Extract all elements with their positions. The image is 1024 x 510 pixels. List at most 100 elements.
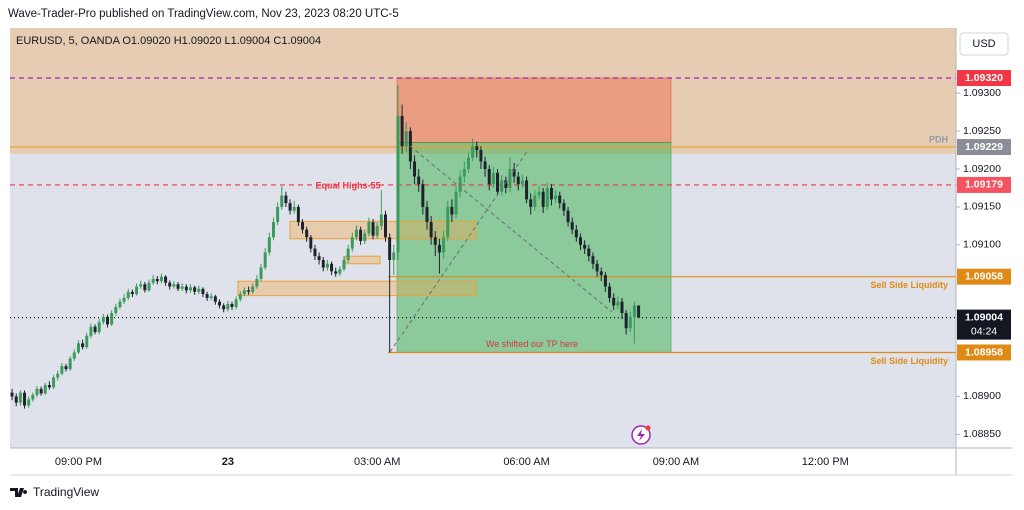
candle-body: [466, 157, 470, 170]
candle-body: [234, 299, 238, 307]
candle-body: [525, 180, 529, 200]
candle-body: [284, 195, 288, 204]
candle-body: [60, 366, 64, 374]
candle-body: [242, 290, 246, 295]
candle-body: [450, 206, 454, 215]
candle-body: [35, 388, 39, 395]
candle-body: [579, 237, 582, 245]
candle-body: [624, 313, 628, 329]
candle-body: [27, 399, 31, 406]
candle-body: [417, 176, 421, 185]
price-badge: [957, 70, 1011, 87]
candle-body: [562, 203, 566, 211]
candle-body: [496, 172, 500, 192]
x-tick-label: 06:00 AM: [503, 456, 549, 468]
candle-body: [487, 169, 491, 185]
price-badge: [957, 268, 1011, 285]
candle-body: [14, 396, 18, 403]
candle-body: [379, 214, 383, 226]
y-tick-label: 1.09300: [963, 87, 1001, 99]
candle-body: [52, 377, 56, 388]
level-note: Equal Highs-55: [315, 180, 380, 190]
candle-body: [529, 199, 533, 207]
candle-body: [500, 180, 504, 192]
stop-zone: [396, 77, 672, 143]
price-badge: [957, 176, 1011, 193]
currency[interactable]: USD: [972, 38, 995, 50]
candle-body: [101, 316, 105, 323]
candle-body: [330, 263, 334, 272]
candle-body: [176, 284, 180, 289]
candle-body: [126, 291, 130, 298]
candle-body: [39, 388, 43, 394]
candle-body: [255, 278, 259, 287]
candle-body: [346, 248, 350, 260]
alert-icon[interactable]: [631, 425, 651, 445]
projection-line: [409, 145, 613, 313]
candle-body: [632, 305, 636, 317]
candle-body: [512, 169, 516, 177]
countdown: 04:24: [971, 325, 997, 337]
candle-body: [400, 115, 404, 147]
candle-body: [537, 191, 541, 196]
candle-body: [209, 296, 213, 298]
candle-body: [97, 322, 101, 333]
candle-body: [554, 195, 558, 200]
candle-body: [259, 267, 263, 279]
currency-button[interactable]: [959, 32, 1009, 56]
candle-body: [454, 191, 458, 215]
candle-body: [271, 222, 275, 238]
candle-body: [338, 269, 342, 274]
candle-body: [350, 237, 354, 249]
candle-body: [384, 214, 387, 238]
price-badge: [957, 344, 1011, 361]
y-tick-label: 1.08900: [963, 390, 1001, 402]
candle-body: [317, 256, 321, 260]
candle-body: [354, 229, 358, 238]
candle-body: [313, 248, 317, 257]
candle-body: [305, 229, 309, 238]
candle-body: [359, 229, 363, 242]
candle-body: [188, 287, 192, 291]
candle-body: [85, 335, 89, 348]
candle-body: [118, 301, 122, 307]
candle-body: [218, 301, 222, 306]
candle-body: [388, 237, 392, 260]
price-badge-label: 1.09179: [965, 179, 1003, 191]
candle-body: [574, 229, 578, 238]
candle-body: [363, 233, 367, 242]
candle-body: [616, 301, 620, 306]
price-axis: [956, 28, 1014, 475]
candle-body: [238, 294, 242, 300]
order-block: [344, 255, 381, 265]
candle-body: [558, 195, 562, 204]
candle-body: [479, 150, 483, 162]
y-tick-label: 1.09250: [963, 125, 1001, 137]
y-tick-label: 1.09100: [963, 239, 1001, 251]
candle-body: [193, 287, 197, 292]
supply-zone: [10, 28, 956, 154]
candle-body: [267, 237, 271, 253]
candle-body: [197, 288, 201, 292]
candle-body: [603, 275, 607, 287]
candle-body: [545, 187, 549, 207]
candle-body: [483, 161, 487, 170]
candle-body: [371, 222, 375, 236]
candle-body: [155, 278, 159, 282]
candle-body: [76, 343, 80, 353]
candle-body: [213, 296, 217, 302]
level-note: PDH: [929, 134, 948, 144]
candle-body: [612, 297, 616, 306]
candle-body: [114, 306, 118, 314]
price-badge-label: 1.09229: [965, 141, 1003, 153]
candle-body: [151, 278, 155, 283]
candle-body: [276, 206, 280, 223]
candle-body: [591, 256, 595, 264]
plot: We shifted our TP here PDH Equal Highs-55 S…: [10, 28, 956, 409]
candle-body: [508, 169, 512, 188]
candle-body: [413, 161, 417, 177]
candle-body: [425, 206, 429, 223]
candle-body: [135, 286, 139, 295]
price-badge-label: 1.09320: [965, 72, 1003, 84]
